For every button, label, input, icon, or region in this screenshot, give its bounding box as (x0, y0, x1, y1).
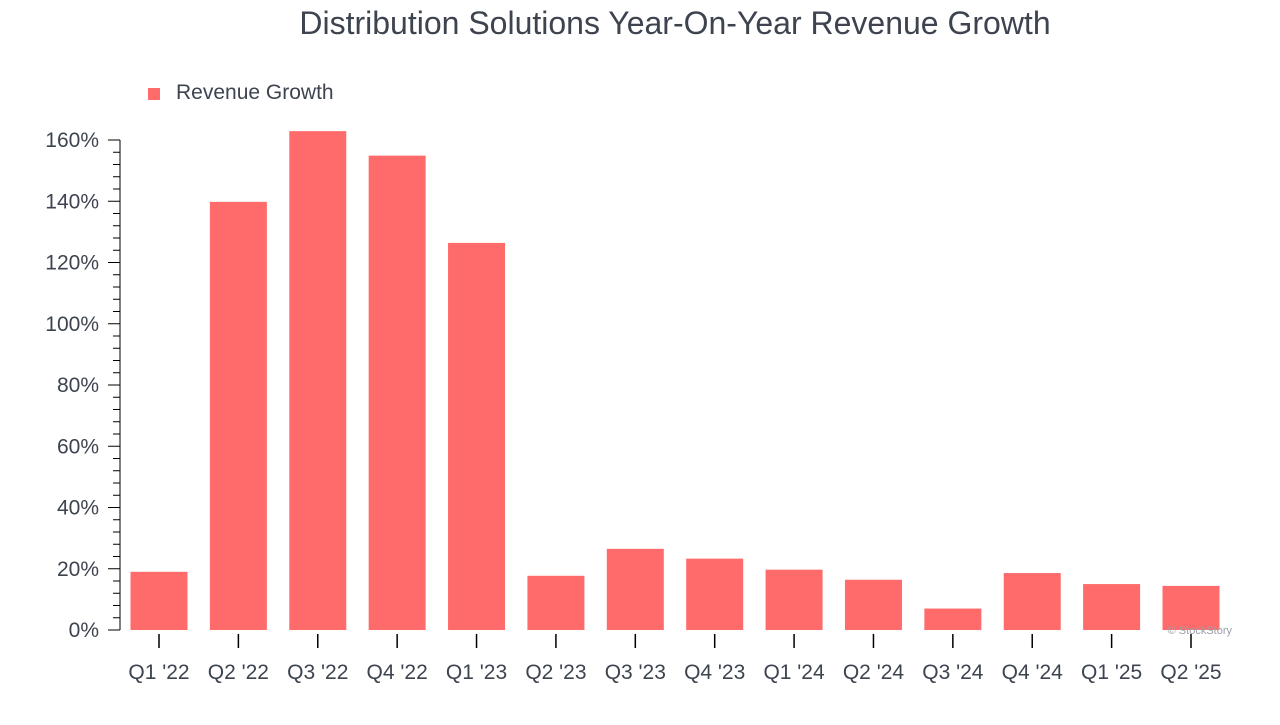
x-tick-label: Q2 '25 (1160, 661, 1221, 684)
x-tick-label: Q1 '24 (763, 661, 825, 684)
x-tick-label: Q3 '22 (287, 661, 348, 684)
y-tick-label: 140% (45, 190, 99, 213)
y-axis: 0% 20% 40% 60% 80% 100% 120% 140% 160% (45, 129, 121, 642)
x-tick-label: Q2 '22 (208, 661, 269, 684)
bar[interactable] (130, 571, 188, 630)
y-tick-label: 160% (45, 129, 99, 152)
x-tick-label: Q2 '24 (843, 661, 905, 684)
bar[interactable] (686, 558, 744, 630)
bar[interactable] (368, 155, 426, 630)
legend: Revenue Growth (148, 81, 334, 104)
y-tick-label: 120% (45, 252, 99, 275)
watermark: © StockStory (1168, 625, 1233, 637)
bar[interactable] (527, 575, 585, 630)
x-tick-label: Q1 '22 (128, 661, 189, 684)
bar[interactable] (1083, 584, 1141, 630)
x-tick-label: Q4 '22 (367, 661, 428, 684)
y-tick-label: 40% (57, 497, 99, 520)
y-tick-label: 60% (57, 435, 99, 458)
bar[interactable] (1003, 573, 1061, 630)
x-tick-label: Q1 '25 (1081, 661, 1142, 684)
bar[interactable] (765, 569, 823, 630)
bar[interactable] (448, 242, 506, 630)
x-tick-label: Q3 '23 (605, 661, 666, 684)
legend-label: Revenue Growth (176, 81, 334, 104)
legend-swatch (148, 88, 160, 100)
x-axis: Q1 '22 Q2 '22 Q3 '22 Q4 '22 Q1 '23 Q2 '23 Q3 '… (128, 634, 1222, 684)
x-tick-label: Q1 '23 (446, 661, 507, 684)
x-tick-label: Q4 '23 (684, 661, 745, 684)
bars (130, 131, 1220, 631)
y-tick-label: 80% (57, 374, 99, 397)
x-tick-label: Q4 '24 (1002, 661, 1064, 684)
bar[interactable] (924, 608, 982, 630)
bar[interactable] (289, 131, 347, 630)
x-tick-label: Q2 '23 (525, 661, 586, 684)
bar[interactable] (1162, 585, 1220, 630)
y-tick-label: 100% (45, 313, 99, 336)
bar[interactable] (209, 201, 267, 631)
bar[interactable] (844, 579, 902, 630)
x-tick-label: Q3 '24 (922, 661, 984, 684)
bar[interactable] (606, 548, 664, 630)
y-tick-label: 0% (69, 619, 99, 642)
y-tick-label: 20% (57, 558, 99, 581)
chart-title: Distribution Solutions Year-On-Year Reve… (299, 5, 1050, 41)
